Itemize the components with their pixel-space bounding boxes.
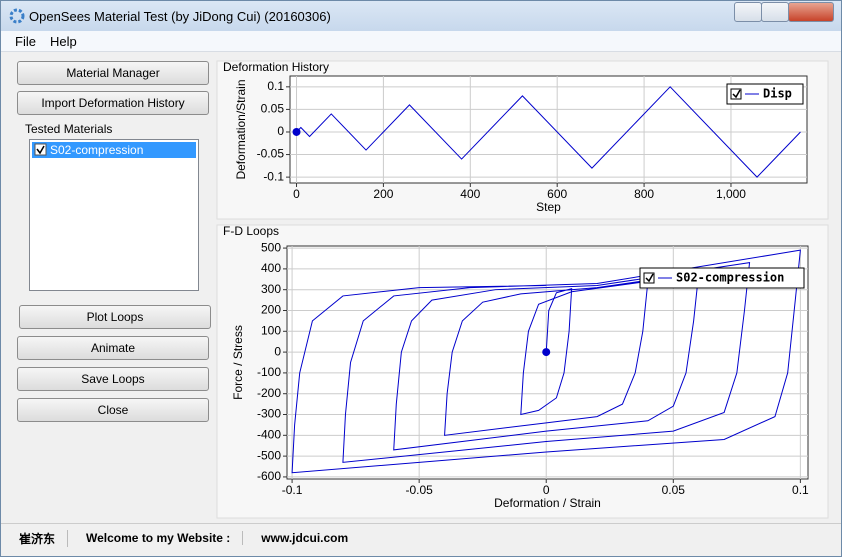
- y-tick-label: -600: [257, 469, 281, 483]
- x-axis-label: Step: [536, 200, 561, 214]
- x-tick-label: 200: [373, 187, 393, 201]
- app-icon: [9, 8, 25, 24]
- legend-check: [732, 89, 741, 99]
- x-axis-label: Deformation / Strain: [494, 496, 601, 510]
- x-tick-label: 1,000: [716, 187, 746, 201]
- current-point: [542, 348, 551, 357]
- list-item[interactable]: S02-compression: [32, 142, 196, 158]
- y-axis-label: Force / Stress: [231, 325, 245, 400]
- button[interactable]: Close: [17, 398, 209, 422]
- data-line: [291, 249, 801, 474]
- y-tick-label: -400: [257, 427, 281, 441]
- button[interactable]: Save Loops: [17, 367, 209, 391]
- y-tick-label: 0.05: [261, 102, 285, 116]
- close-window-button[interactable]: [788, 2, 834, 22]
- data-line: [296, 86, 801, 178]
- legend-checkbox: [730, 88, 742, 100]
- chart-title: F-D Loops: [223, 224, 279, 238]
- menu-item[interactable]: Help: [49, 33, 77, 49]
- y-tick-label: 0: [274, 344, 281, 358]
- y-tick-label: 500: [261, 240, 281, 254]
- title-bar: OpenSees Material Test (by JiDong Cui) (…: [1, 1, 841, 31]
- legend-label: Disp: [763, 87, 792, 101]
- y-tick-label: -200: [257, 386, 281, 400]
- x-tick-label: 800: [634, 187, 654, 201]
- x-tick-label: 600: [547, 187, 567, 201]
- legend-box: [639, 267, 805, 289]
- status-text: Welcome to my Website :: [68, 531, 244, 545]
- plot-area: [289, 75, 808, 184]
- status-bar: 崔济东 Welcome to my Website : www.jdcui.co…: [1, 523, 841, 552]
- y-axis-label: Deformation/Strain: [234, 79, 248, 179]
- y-tick-label: -0.1: [263, 169, 284, 183]
- menu-bar: File Help: [1, 31, 841, 52]
- legend-check: [645, 273, 654, 283]
- button[interactable]: Import Deformation History: [17, 91, 209, 115]
- current-point: [292, 127, 301, 136]
- x-tick-label: 0: [543, 483, 550, 497]
- y-tick-label: 200: [261, 303, 281, 317]
- status-text: 崔济东: [1, 529, 69, 547]
- y-tick-label: 300: [261, 282, 281, 296]
- y-tick-label: 0: [277, 124, 284, 138]
- y-tick-label: -0.05: [257, 147, 285, 161]
- x-tick-label: -0.1: [282, 483, 303, 497]
- button[interactable]: Animate: [17, 336, 209, 360]
- x-tick-label: 0.05: [662, 483, 686, 497]
- y-tick-label: 0.1: [267, 79, 284, 93]
- list-item-text: S02-compression: [50, 143, 144, 157]
- button[interactable]: Plot Loops: [19, 305, 211, 329]
- checkbox[interactable]: [32, 143, 50, 157]
- x-tick-label: -0.05: [405, 483, 433, 497]
- button[interactable]: Material Manager: [17, 61, 209, 85]
- chart-title: Deformation History: [223, 60, 329, 74]
- y-tick-label: 400: [261, 261, 281, 275]
- x-tick-label: 0.1: [792, 483, 809, 497]
- window-title: OpenSees Material Test (by JiDong Cui) (…: [29, 8, 331, 24]
- charts: Deformation History 0 200 400 600 800 1,000 -0.…: [216, 60, 829, 519]
- x-tick-label: 400: [460, 187, 480, 201]
- legend-checkbox: [643, 272, 655, 284]
- legend-label: S02-compression: [676, 271, 784, 285]
- y-tick-label: -100: [257, 365, 281, 379]
- menu-item[interactable]: File: [15, 33, 36, 49]
- material-list: S02-compression: [29, 139, 199, 291]
- y-tick-label: -500: [257, 448, 281, 462]
- y-tick-label: 100: [261, 323, 281, 337]
- status-link[interactable]: www.jdcui.com: [261, 531, 349, 545]
- x-tick-label: 0: [293, 187, 300, 201]
- legend-box: [726, 83, 804, 105]
- y-tick-label: -300: [257, 407, 281, 421]
- group-label: Tested Materials: [25, 122, 113, 136]
